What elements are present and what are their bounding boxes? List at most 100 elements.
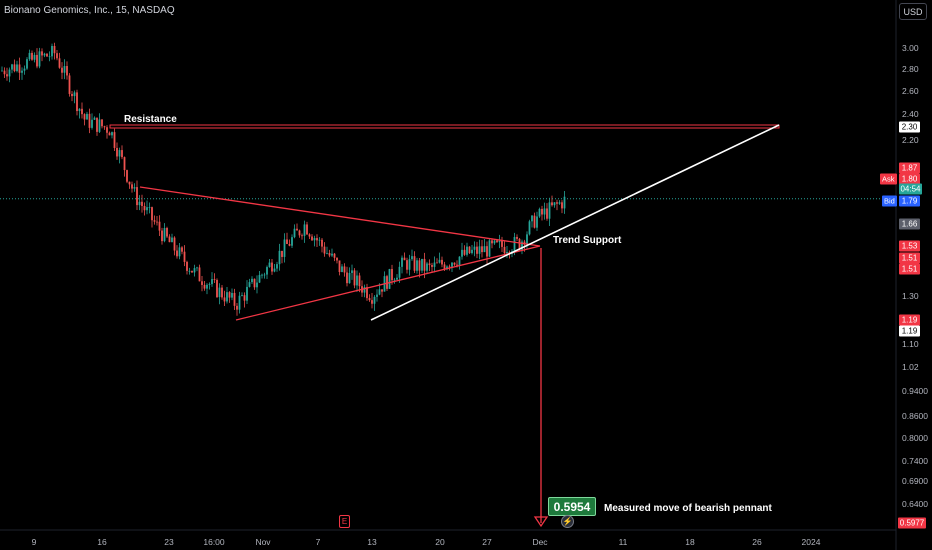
candle-body: [446, 266, 448, 270]
candle-body: [53, 45, 56, 54]
candle-body: [208, 284, 211, 285]
pennant-upper-line[interactable]: [139, 186, 541, 247]
candle-body: [468, 246, 471, 254]
candle-body: [181, 247, 183, 252]
time-axis-label: 20: [435, 537, 445, 547]
resistance-annotation[interactable]: Resistance: [124, 114, 177, 125]
time-axis-label: Nov: [255, 537, 271, 547]
candle-body: [233, 292, 236, 306]
time-axis-label: Dec: [532, 537, 548, 547]
candle-body: [296, 228, 298, 231]
candle-body: [363, 287, 366, 293]
candle-body: [196, 267, 198, 269]
candle-body: [91, 119, 93, 128]
candle-body: [123, 157, 126, 171]
resistance-line[interactable]: [109, 124, 780, 129]
candle-body: [186, 261, 188, 271]
candle-body: [51, 45, 53, 57]
candle-body: [213, 279, 216, 280]
candle-body: [458, 256, 461, 266]
candle-body: [148, 207, 151, 208]
candle-body: [293, 228, 296, 238]
candle-body: [321, 239, 323, 247]
candle-body: [493, 240, 496, 244]
candle-body: [176, 250, 178, 257]
earnings-event-icon[interactable]: E: [339, 515, 350, 528]
level-153-tag: 1.53: [899, 240, 920, 252]
candle-body: [408, 259, 411, 270]
candle-body: [121, 150, 123, 158]
candle-body: [16, 64, 18, 72]
dividend-event-icon[interactable]: ⚡: [561, 515, 574, 528]
candle-body: [358, 275, 361, 287]
candle-body: [201, 281, 203, 285]
candle-body: [113, 132, 116, 148]
candle-body: [203, 284, 206, 289]
candle-body: [191, 270, 193, 273]
candle-body: [168, 236, 171, 243]
candle-body: [238, 295, 241, 310]
candle-body: [11, 64, 13, 70]
candle-body: [311, 236, 313, 241]
candle-body: [381, 289, 383, 292]
price-axis-label: 1.02: [902, 362, 919, 372]
currency-button[interactable]: USD: [899, 3, 927, 20]
candle-body: [43, 53, 46, 56]
candle-body: [416, 260, 418, 271]
candle-body: [431, 265, 433, 267]
price-axis-label: 1.30: [902, 291, 919, 301]
candle-body: [58, 58, 61, 68]
candle-body: [146, 207, 148, 211]
candle-body: [478, 246, 481, 254]
countdown-tag: 04:54: [899, 183, 922, 195]
candle-body: [393, 279, 396, 281]
candle-body: [276, 264, 278, 269]
price-axis-label: 3.00: [902, 43, 919, 53]
level-119-white-tag: 1.19: [899, 325, 920, 337]
candle-body: [473, 246, 476, 250]
candle-body: [188, 270, 191, 272]
trend-support-annotation[interactable]: Trend Support: [553, 235, 622, 246]
measured-move-arrow: [533, 516, 549, 528]
candle-body: [273, 268, 276, 272]
candle-body: [161, 230, 163, 242]
candle-body: [471, 249, 473, 254]
candle-body: [28, 52, 31, 60]
symbol-title[interactable]: Bionano Genomics, Inc., 15, NASDAQ: [4, 5, 175, 16]
candle-body: [528, 221, 531, 235]
level-151-tag: 1.51: [899, 252, 920, 264]
level-166-tag: 1.66: [899, 218, 920, 230]
price-axis-label: 0.9400: [902, 386, 928, 396]
candle-body: [366, 287, 368, 299]
time-axis-label: 27: [482, 537, 492, 547]
price-axis-label: 2.60: [902, 86, 919, 96]
pennant-lower-line[interactable]: [235, 245, 541, 321]
candle-body: [76, 92, 78, 112]
time-axis-label: 16: [97, 537, 107, 547]
candle-body: [421, 258, 423, 271]
price-axis-label: 0.7400: [902, 456, 928, 466]
candle-body: [103, 126, 106, 128]
candle-body: [63, 66, 66, 73]
price-axis-label: 0.8600: [902, 411, 928, 421]
candle-body: [71, 93, 73, 97]
time-axis-label: 23: [164, 537, 174, 547]
candle-body: [221, 287, 223, 298]
candle-body: [406, 260, 408, 270]
candle-body: [118, 150, 121, 157]
candlestick-series: [1, 42, 566, 316]
candle-body: [73, 92, 76, 97]
time-axis-label: 11: [618, 537, 628, 547]
candle-body: [386, 276, 388, 289]
bid-label: Bid: [882, 195, 897, 207]
measured-move-annotation[interactable]: Measured move of bearish pennant: [604, 503, 772, 514]
candle-body: [556, 202, 558, 204]
price-axis-label: 2.80: [902, 64, 919, 74]
candle-body: [26, 59, 28, 69]
target-value-label[interactable]: 0.5954: [548, 497, 596, 516]
candle-body: [341, 266, 343, 272]
candle-body: [21, 70, 23, 73]
trend-support-line[interactable]: [370, 124, 780, 321]
candle-body: [218, 287, 221, 298]
